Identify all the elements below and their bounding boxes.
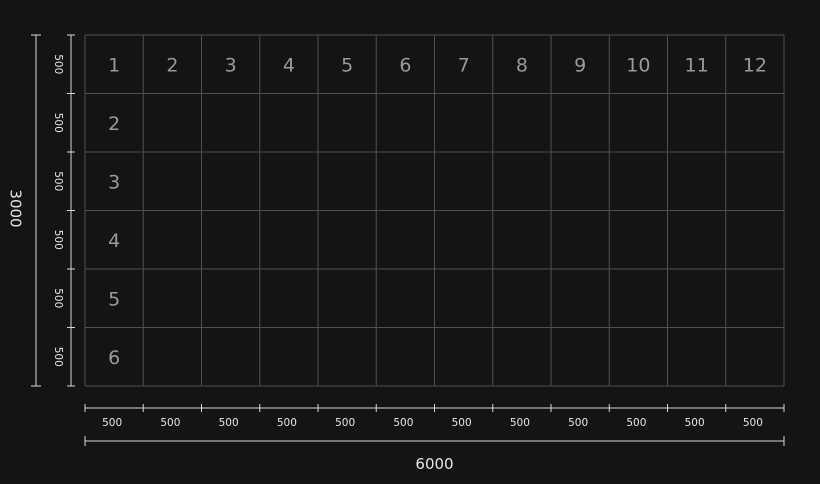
- row-number-label: 2: [108, 113, 120, 135]
- column-number-label: 8: [516, 54, 528, 76]
- dimension-segment-label: 500: [685, 417, 705, 429]
- dimension-segment-label: 500: [626, 417, 646, 429]
- dimension-segment-label: 500: [743, 417, 763, 429]
- column-number-label: 2: [166, 54, 178, 76]
- column-number-label: 3: [225, 54, 237, 76]
- dimension-segment-label: 500: [277, 417, 297, 429]
- row-number-label: 4: [108, 230, 120, 252]
- total-height-label: 3000: [7, 189, 25, 227]
- column-number-label: 7: [458, 54, 470, 76]
- dimension-segment-label: 500: [510, 417, 530, 429]
- row-number-label: 6: [108, 347, 120, 369]
- dimension-segment-label: 500: [52, 230, 64, 250]
- vertical-dimension: 500 500 500 500 500 500 3000: [7, 34, 75, 387]
- column-number-label: 9: [574, 54, 586, 76]
- dimension-segment-label: 500: [568, 417, 588, 429]
- column-number-label: 12: [743, 54, 767, 76]
- column-number-label: 10: [626, 54, 650, 76]
- dimension-segment-label: 500: [160, 417, 180, 429]
- dimension-segment-label: 500: [52, 347, 64, 367]
- dimension-segment-label: 500: [52, 288, 64, 308]
- column-number-label: 5: [341, 54, 353, 76]
- column-number-label: 4: [283, 54, 295, 76]
- row-number-label: 3: [108, 171, 120, 193]
- dimension-segment-label: 500: [52, 54, 64, 74]
- dimension-segment-label: 500: [335, 417, 355, 429]
- dimension-segment-label: 500: [52, 171, 64, 191]
- dimension-segment-label: 500: [219, 417, 239, 429]
- column-number-label: 1: [108, 54, 120, 76]
- dimension-segment-label: 500: [52, 113, 64, 133]
- dimension-segment-label: 500: [452, 417, 472, 429]
- column-number-label: 6: [399, 54, 411, 76]
- row-number-label: 5: [108, 288, 120, 310]
- horizontal-dimension: 500 500 500 500 500 500 500 500 500 500 500 500 6000: [84, 404, 785, 473]
- total-width-label: 6000: [415, 455, 453, 473]
- dimension-segment-label: 500: [102, 417, 122, 429]
- column-number-label: 11: [685, 54, 709, 76]
- dimension-segment-label: 500: [393, 417, 413, 429]
